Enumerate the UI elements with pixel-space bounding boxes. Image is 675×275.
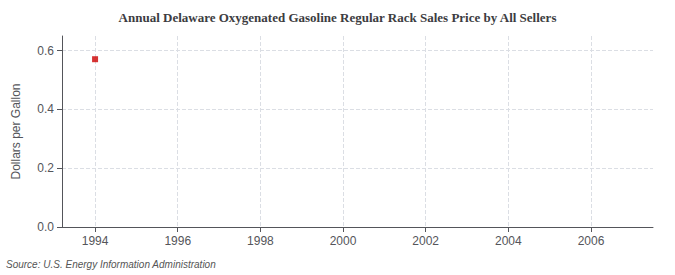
svg-text:0.4: 0.4 [37,102,54,116]
svg-text:2006: 2006 [578,234,605,248]
svg-text:0.2: 0.2 [37,161,54,175]
svg-text:1998: 1998 [247,234,274,248]
svg-text:2004: 2004 [495,234,522,248]
svg-text:Source: U.S. Energy Informatio: Source: U.S. Energy Information Administ… [6,259,216,270]
svg-text:0.6: 0.6 [37,44,54,58]
svg-text:1996: 1996 [164,234,191,248]
svg-text:Annual Delaware Oxygenated Gas: Annual Delaware Oxygenated Gasoline Regu… [119,10,557,25]
svg-text:2002: 2002 [412,234,439,248]
svg-text:0.0: 0.0 [37,220,54,234]
svg-text:2000: 2000 [330,234,357,248]
svg-text:1994: 1994 [82,234,109,248]
svg-text:Dollars per Gallon: Dollars per Gallon [9,83,23,179]
